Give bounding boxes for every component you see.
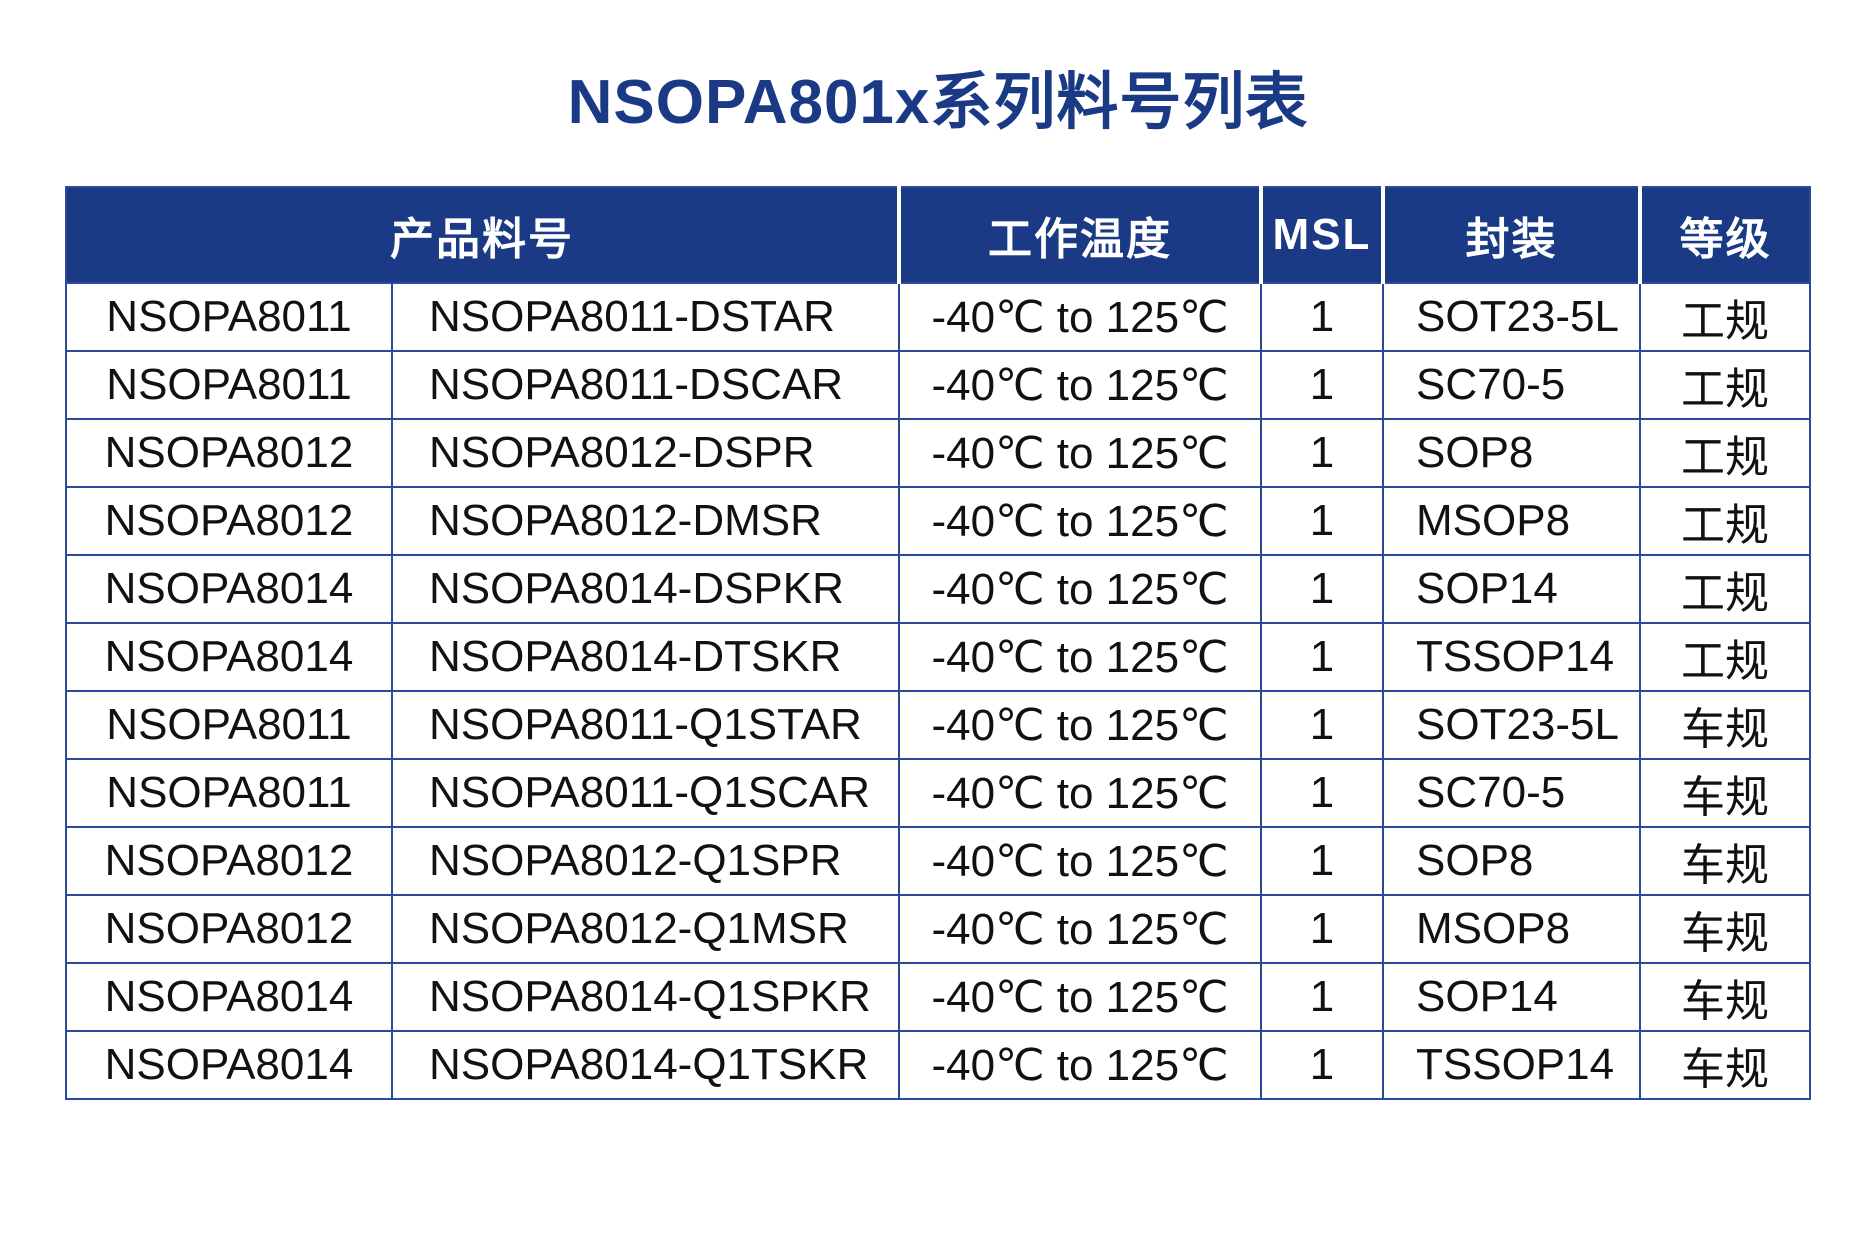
cell-package: SOT23-5L [1382,690,1641,761]
cell-operating-temperature: -40℃ to 125℃ [898,690,1262,761]
cell-series: NSOPA8011 [65,350,393,421]
cell-series: NSOPA8014 [65,622,393,693]
table-row: NSOPA8012 NSOPA8012-DMSR -40℃ to 125℃ 1 … [65,486,1811,557]
table-row: NSOPA8011 NSOPA8011-Q1STAR -40℃ to 125℃ … [65,690,1811,761]
cell-grade: 车规 [1639,826,1811,897]
cell-grade: 工规 [1639,350,1811,421]
table-row: NSOPA8014 NSOPA8014-DTSKR -40℃ to 125℃ 1… [65,622,1811,693]
cell-package: SOP14 [1382,962,1641,1033]
cell-grade: 车规 [1639,1030,1811,1101]
cell-part-number: NSOPA8011-DSCAR [391,350,900,421]
cell-package: MSOP8 [1382,486,1641,557]
cell-operating-temperature: -40℃ to 125℃ [898,554,1262,625]
cell-series: NSOPA8012 [65,894,393,965]
cell-series: NSOPA8011 [65,690,393,761]
header-row: 产品料号 工作温度 MSL 封装 等级 [66,187,1810,284]
cell-series: NSOPA8014 [65,554,393,625]
cell-msl: 1 [1260,350,1384,421]
cell-package: SOP8 [1382,826,1641,897]
cell-part-number: NSOPA8012-Q1MSR [391,894,900,965]
table-row: NSOPA8014 NSOPA8014-Q1SPKR -40℃ to 125℃ … [65,962,1811,1033]
cell-operating-temperature: -40℃ to 125℃ [898,826,1262,897]
table-row: NSOPA8014 NSOPA8014-DSPKR -40℃ to 125℃ 1… [65,554,1811,625]
cell-msl: 1 [1260,894,1384,965]
cell-grade: 车规 [1639,894,1811,965]
table-body: NSOPA8011 NSOPA8011-DSTAR -40℃ to 125℃ 1… [65,282,1811,1101]
cell-msl: 1 [1260,418,1384,489]
cell-msl: 1 [1260,758,1384,829]
cell-grade: 工规 [1639,282,1811,353]
cell-series: NSOPA8012 [65,486,393,557]
header-operating-temperature: 工作温度 [897,187,1261,284]
cell-series: NSOPA8014 [65,1030,393,1101]
cell-series: NSOPA8012 [65,418,393,489]
cell-grade: 车规 [1639,962,1811,1033]
cell-msl: 1 [1260,690,1384,761]
header-package: 封装 [1381,187,1640,284]
cell-package: SC70-5 [1382,350,1641,421]
cell-part-number: NSOPA8014-DSPKR [391,554,900,625]
cell-operating-temperature: -40℃ to 125℃ [898,894,1262,965]
header-grade: 等级 [1638,187,1810,284]
table-row: NSOPA8012 NSOPA8012-DSPR -40℃ to 125℃ 1 … [65,418,1811,489]
table-row: NSOPA8012 NSOPA8012-Q1MSR -40℃ to 125℃ 1… [65,894,1811,965]
cell-package: SOP8 [1382,418,1641,489]
header-product: 产品料号 [66,187,899,284]
cell-msl: 1 [1260,1030,1384,1101]
cell-part-number: NSOPA8014-DTSKR [391,622,900,693]
cell-operating-temperature: -40℃ to 125℃ [898,418,1262,489]
cell-operating-temperature: -40℃ to 125℃ [898,486,1262,557]
cell-series: NSOPA8014 [65,962,393,1033]
cell-grade: 工规 [1639,486,1811,557]
cell-package: MSOP8 [1382,894,1641,965]
cell-part-number: NSOPA8014-Q1TSKR [391,1030,900,1101]
cell-msl: 1 [1260,622,1384,693]
cell-grade: 车规 [1639,690,1811,761]
table-row: NSOPA8011 NSOPA8011-DSCAR -40℃ to 125℃ 1… [65,350,1811,421]
cell-package: SOT23-5L [1382,282,1641,353]
cell-msl: 1 [1260,962,1384,1033]
cell-series: NSOPA8012 [65,826,393,897]
cell-part-number: NSOPA8012-DMSR [391,486,900,557]
table-row: NSOPA8012 NSOPA8012-Q1SPR -40℃ to 125℃ 1… [65,826,1811,897]
cell-package: SOP14 [1382,554,1641,625]
cell-part-number: NSOPA8011-Q1STAR [391,690,900,761]
cell-operating-temperature: -40℃ to 125℃ [898,622,1262,693]
table-row: NSOPA8011 NSOPA8011-Q1SCAR -40℃ to 125℃ … [65,758,1811,829]
cell-grade: 工规 [1639,418,1811,489]
cell-msl: 1 [1260,826,1384,897]
table-header: 产品料号 工作温度 MSL 封装 等级 [66,187,1810,284]
cell-operating-temperature: -40℃ to 125℃ [898,1030,1262,1101]
cell-msl: 1 [1260,486,1384,557]
table-row: NSOPA8014 NSOPA8014-Q1TSKR -40℃ to 125℃ … [65,1030,1811,1101]
cell-grade: 车规 [1639,758,1811,829]
page: { "title": "NSOPA801x系列料号列表", "colors": … [0,66,1876,1252]
cell-part-number: NSOPA8012-Q1SPR [391,826,900,897]
cell-part-number: NSOPA8012-DSPR [391,418,900,489]
cell-operating-temperature: -40℃ to 125℃ [898,282,1262,353]
cell-grade: 工规 [1639,622,1811,693]
page-title: NSOPA801x系列料号列表 [567,68,1309,137]
cell-msl: 1 [1260,282,1384,353]
header-msl: MSL [1259,187,1383,284]
cell-package: TSSOP14 [1382,622,1641,693]
cell-grade: 工规 [1639,554,1811,625]
cell-msl: 1 [1260,554,1384,625]
cell-operating-temperature: -40℃ to 125℃ [898,962,1262,1033]
cell-series: NSOPA8011 [65,282,393,353]
cell-package: SC70-5 [1382,758,1641,829]
table-row: NSOPA8011 NSOPA8011-DSTAR -40℃ to 125℃ 1… [65,282,1811,353]
cell-series: NSOPA8011 [65,758,393,829]
cell-part-number: NSOPA8011-Q1SCAR [391,758,900,829]
cell-part-number: NSOPA8011-DSTAR [391,282,900,353]
cell-operating-temperature: -40℃ to 125℃ [898,758,1262,829]
part-number-table: 产品料号 工作温度 MSL 封装 等级 NSOPA8011 NSOPA8011-… [65,186,1811,1101]
cell-part-number: NSOPA8014-Q1SPKR [391,962,900,1033]
cell-operating-temperature: -40℃ to 125℃ [898,350,1262,421]
cell-package: TSSOP14 [1382,1030,1641,1101]
